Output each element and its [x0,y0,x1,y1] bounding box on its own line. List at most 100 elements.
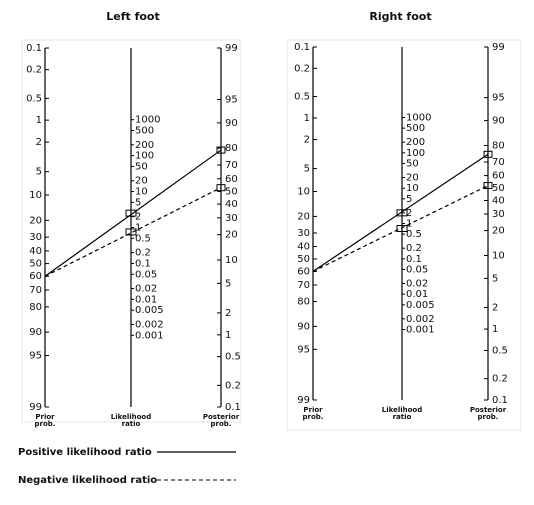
posterior-tick-label: 30 [225,213,238,224]
posterior-tick-label: 5 [492,273,498,284]
lr-tick-label: 0.005 [135,305,164,316]
prior-tick-label: 10 [297,187,310,198]
lr-tick-label: 0.01 [135,294,157,305]
panel-title: Left foot [106,10,160,23]
axis-label: Prior [303,406,323,414]
prior-tick-label: 60 [297,266,310,277]
prior-tick-label: 95 [29,350,42,361]
lr-tick-label: 10 [135,187,148,198]
posterior-tick-label: 0.5 [492,345,508,356]
lr-tick-label: 0.1 [406,254,422,265]
lr-tick-label: 500 [135,126,154,137]
posterior-tick-label: 95 [492,93,505,104]
posterior-tick-label: 2 [225,308,231,319]
lr-tick-label: 50 [406,158,419,169]
posterior-tick-label: 2 [492,302,498,313]
lr-tick-label: 0.02 [406,279,428,290]
prior-tick-label: 40 [297,242,310,253]
posterior-tick-label: 40 [492,195,505,206]
prior-tick-label: 0.2 [294,63,310,74]
axis-label: Likelihood [111,413,152,421]
prior-tick-label: 10 [29,190,42,201]
prior-tick-label: 60 [29,271,42,282]
posterior-tick-label: 0.1 [492,395,508,406]
posterior-tick-label: 70 [492,157,505,168]
lr-tick-label: 2 [406,208,412,219]
lr-tick-label: 0.2 [135,248,151,259]
lr-crossing-marker [396,224,408,232]
posterior-tick-label: 99 [225,43,238,54]
lr-tick-label: 500 [406,123,425,134]
positive-lr-line [44,149,222,277]
prior-tick-label: 0.2 [26,65,42,76]
prior-tick-label: 90 [29,327,42,338]
axis-label: prob. [478,413,499,421]
posterior-tick-label: 10 [225,255,238,266]
posterior-tick-label: 0.2 [492,374,508,385]
prior-tick-label: 20 [297,211,310,222]
posterior-tick-label: 50 [225,186,238,197]
posterior-tick-label: 80 [225,143,238,154]
lr-tick-label: 1000 [135,115,160,126]
prior-tick-label: 1 [304,113,310,124]
lr-tick-label: 0.05 [406,264,428,275]
lr-tick-label: 200 [406,137,425,148]
axis-label: Posterior [203,413,240,421]
axis-label: ratio [122,420,141,428]
prior-tick-label: 5 [304,164,310,175]
lr-tick-label: 1000 [406,112,431,123]
lr-tick-label: 0.1 [135,258,151,269]
prior-tick-label: 1 [36,115,42,126]
posterior-tick-label: 50 [492,183,505,194]
posterior-tick-label: 1 [492,324,498,335]
lr-tick-label: 0.001 [135,330,164,341]
axis-label: prob. [303,413,324,421]
negative-lr-line [44,187,222,277]
prior-tick-label: 30 [29,232,42,243]
prior-tick-label: 0.5 [294,92,310,103]
posterior-tick-label: 90 [492,116,505,127]
posterior-tick-label: 95 [225,95,238,106]
lr-tick-label: 0.2 [406,243,422,254]
posterior-tick-label: 20 [225,230,238,241]
posterior-tick-label: 40 [225,199,238,210]
negative-lr-line [312,185,489,272]
lr-tick-label: 0.02 [135,284,157,295]
prior-tick-label: 99 [297,395,310,406]
axis-label: ratio [393,413,412,421]
prior-tick-label: 80 [297,297,310,308]
posterior-tick-label: 1 [225,330,231,341]
lr-tick-label: 0.005 [406,300,435,311]
posterior-marker [483,182,493,190]
lr-crossing-marker [125,209,137,217]
panel-background [286,39,522,431]
lr-tick-label: 0.001 [406,325,435,336]
lr-tick-label: 20 [135,176,148,187]
posterior-tick-label: 90 [225,118,238,129]
posterior-tick-label: 20 [492,226,505,237]
posterior-tick-label: 0.1 [225,402,241,413]
prior-tick-label: 50 [297,254,310,265]
legend-negative-label: Negative likelihood ratio [18,475,157,486]
prior-tick-label: 2 [304,135,310,146]
axis-label: Prior [35,413,55,421]
prior-tick-label: 2 [36,137,42,148]
posterior-tick-label: 99 [492,42,505,53]
prior-tick-label: 20 [29,215,42,226]
lr-tick-label: 50 [135,161,148,172]
prior-tick-label: 50 [29,259,42,270]
prior-tick-label: 80 [29,302,42,313]
axis-label: Likelihood [382,406,423,414]
posterior-tick-label: 80 [492,140,505,151]
axis-label: prob. [211,420,232,428]
prior-tick-label: 0.1 [294,42,310,53]
axis-label: prob. [35,420,56,428]
prior-tick-label: 70 [297,280,310,291]
lr-tick-label: 0.05 [135,269,157,280]
prior-tick-label: 0.5 [26,93,42,104]
lr-tick-label: 20 [406,173,419,184]
prior-tick-label: 95 [297,344,310,355]
axis-label: Posterior [470,406,507,414]
legend-positive-label: Positive likelihood ratio [18,447,152,458]
posterior-tick-label: 60 [225,174,238,185]
